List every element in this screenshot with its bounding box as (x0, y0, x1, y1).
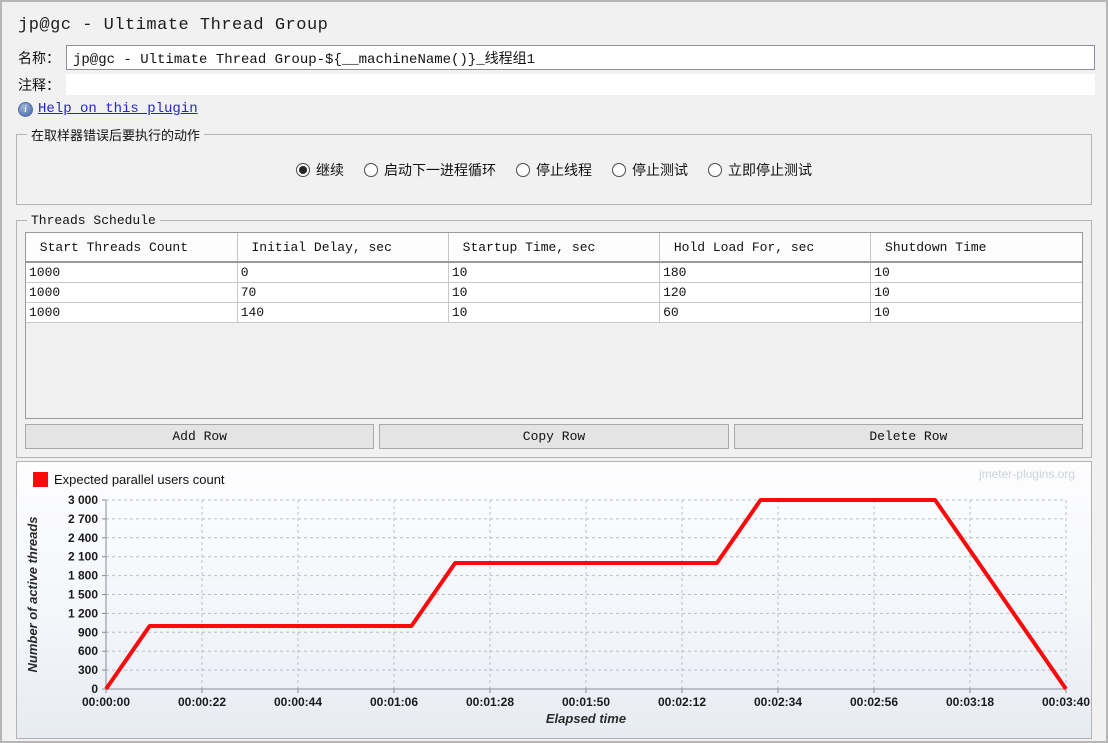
expected-users-line (104, 498, 1068, 691)
table-cell[interactable]: 1000 (26, 302, 238, 323)
y-tick-label: 600 (78, 644, 98, 658)
table-row: 1000 70 10 120 10 (26, 282, 1082, 303)
table-cell[interactable]: 1000 (26, 262, 238, 283)
table-cell[interactable]: 10 (870, 302, 1082, 323)
row-buttons: Add Row Copy Row Delete Row (25, 424, 1083, 449)
y-tick-label: 2 100 (68, 550, 98, 564)
table-cell[interactable]: 1000 (26, 282, 238, 303)
radio-label: 停止测试 (632, 162, 688, 178)
column-header-initial-delay-sec[interactable]: Initial Delay, sec (237, 233, 449, 263)
table-cell[interactable]: 180 (659, 262, 872, 283)
page-title: jp@gc - Ultimate Thread Group (18, 16, 329, 35)
action-on-error-panel: 在取样器错误后要执行的动作 继续 启动下一进程循环 停止线程 停止测试 立即停止测试 (16, 125, 1092, 205)
table-cell[interactable]: 10 (448, 282, 661, 303)
table-cell[interactable]: 10 (448, 262, 661, 283)
x-tick-label: 00:01:28 (466, 695, 514, 709)
table-cell[interactable]: 70 (237, 282, 449, 303)
watermark: jmeter-plugins.org (978, 467, 1075, 481)
y-tick-label: 2 400 (68, 531, 98, 545)
x-tick-label: 00:01:50 (562, 695, 610, 709)
x-tick-label: 00:03:18 (946, 695, 994, 709)
table-cell[interactable]: 120 (659, 282, 872, 303)
comment-input[interactable] (66, 74, 1095, 95)
x-tick-label: 00:00:00 (82, 695, 130, 709)
y-tick-label: 0 (91, 682, 98, 696)
action-radio-group: 继续 启动下一进程循环 停止线程 停止测试 立即停止测试 (25, 146, 1083, 196)
radio-label: 继续 (316, 162, 344, 178)
radio-option-2[interactable]: 停止线程 (516, 160, 592, 180)
radio-label: 停止线程 (536, 162, 592, 178)
name-row: 名称： (18, 45, 1095, 70)
x-tick-label: 00:02:56 (850, 695, 898, 709)
help-row: i Help on this plugin (18, 101, 1090, 117)
x-tick-label: 00:00:44 (274, 695, 322, 709)
y-tick-label: 2 700 (68, 512, 98, 526)
y-tick-label: 1 800 (68, 569, 98, 583)
radio-selected-icon (296, 163, 310, 177)
y-tick-label: 1 200 (68, 606, 98, 620)
radio-label: 启动下一进程循环 (384, 162, 496, 178)
add-row-button[interactable]: Add Row (25, 424, 375, 449)
radio-option-1[interactable]: 启动下一进程循环 (364, 160, 496, 180)
x-tick-label: 00:02:12 (658, 695, 706, 709)
column-header-shutdown-time[interactable]: Shutdown Time (870, 233, 1082, 263)
x-tick-label: 00:03:40 (1042, 695, 1090, 709)
table-row: 1000 0 10 180 10 (26, 262, 1082, 283)
column-header-startup-time-sec[interactable]: Startup Time, sec (448, 233, 661, 263)
table-cell[interactable]: 10 (870, 282, 1082, 303)
table-cell[interactable]: 10 (870, 262, 1082, 283)
name-input[interactable] (66, 45, 1095, 70)
name-label: 名称： (18, 51, 60, 68)
radio-label: 立即停止测试 (728, 162, 812, 178)
y-tick-label: 900 (78, 625, 98, 639)
help-link[interactable]: Help on this plugin (38, 101, 198, 117)
x-tick-label: 00:01:06 (370, 695, 418, 709)
radio-option-4[interactable]: 立即停止测试 (708, 160, 812, 180)
threads-schedule-title: Threads Schedule (31, 213, 156, 228)
chart-legend: Expected parallel users count (33, 472, 225, 487)
thread-schedule-chart: 0 300 600 900 1 200 1 500 1 800 2 100 2 400 2 700… (25, 493, 1090, 726)
column-header-start-threads-count[interactable]: Start Threads Count (26, 233, 238, 263)
comment-row: 注释： (18, 74, 1095, 95)
column-header-hold-load-for-sec[interactable]: Hold Load For, sec (659, 233, 872, 263)
legend-label: Expected parallel users count (54, 472, 225, 487)
legend-color-swatch (33, 472, 48, 487)
table-cell[interactable]: 140 (237, 302, 449, 323)
radio-unselected-icon (612, 163, 626, 177)
info-icon: i (18, 101, 33, 117)
radio-unselected-icon (516, 163, 530, 177)
threads-schedule-table-box: Start Threads Count Initial Delay, sec S… (25, 232, 1083, 419)
table-cell[interactable]: 10 (448, 302, 661, 323)
threads-schedule-table: Start Threads Count Initial Delay, sec S… (26, 233, 1082, 323)
comment-label: 注释： (18, 78, 60, 95)
radio-option-3[interactable]: 停止测试 (612, 160, 688, 180)
y-axis-title: Number of active threads (25, 516, 40, 672)
x-axis-title: Elapsed time (546, 711, 626, 726)
table-row: 1000 140 10 60 10 (26, 302, 1082, 323)
x-tick-label: 00:00:22 (178, 695, 226, 709)
threads-schedule-panel: Threads Schedule Start Threads Count Ini… (16, 213, 1092, 458)
table-cell[interactable]: 60 (659, 302, 872, 323)
y-tick-label: 300 (78, 663, 98, 677)
table-header-row: Start Threads Count Initial Delay, sec S… (26, 233, 1082, 263)
copy-row-button[interactable]: Copy Row (379, 424, 729, 449)
table-cell[interactable]: 0 (237, 262, 449, 283)
preview-chart-panel: Expected parallel users count jmeter-plu… (16, 461, 1092, 739)
radio-unselected-icon (364, 163, 378, 177)
delete-row-button[interactable]: Delete Row (733, 424, 1083, 449)
y-tick-label: 3 000 (68, 493, 98, 507)
action-panel-title: 在取样器错误后要执行的动作 (31, 129, 201, 144)
y-tick-label: 1 500 (68, 588, 98, 602)
x-tick-label: 00:02:34 (754, 695, 802, 709)
radio-option-0[interactable]: 继续 (296, 160, 344, 180)
radio-unselected-icon (708, 163, 722, 177)
